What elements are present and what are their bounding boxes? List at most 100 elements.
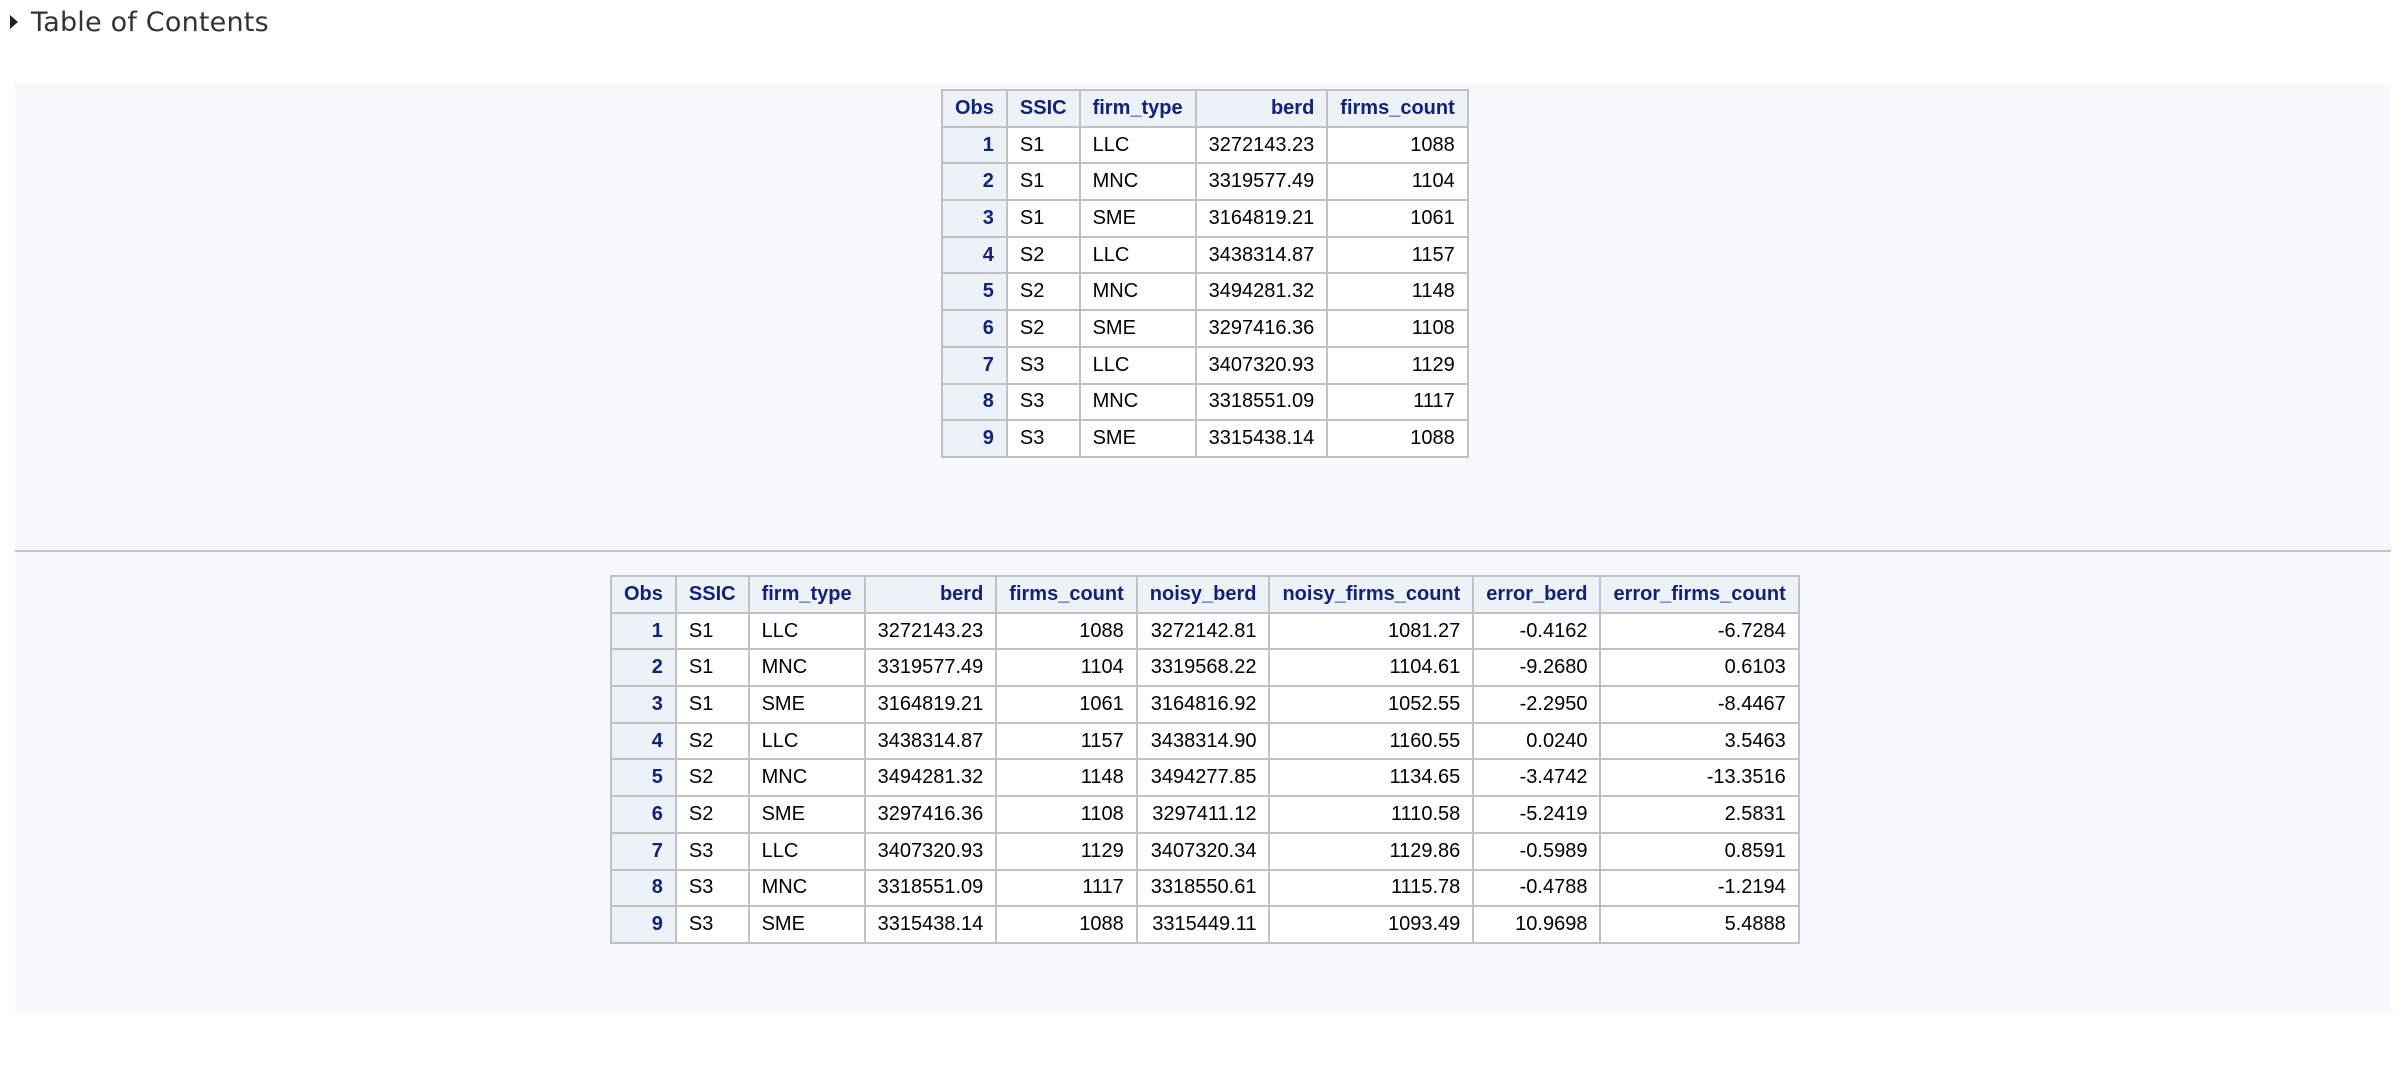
cell-firm-type: SME: [747, 795, 866, 834]
table-row: 8 S3 MNC 3318551.09 1117 3318550.61 1115.78 -0.…: [610, 868, 1800, 908]
cell-ssic: S2: [674, 721, 750, 761]
cell-firm-type: SME: [747, 905, 866, 944]
cell-noisy-berd: 3438314.90: [1135, 721, 1271, 761]
cell-firm-type: MNC: [1078, 162, 1197, 202]
row-header-obs: 4: [941, 235, 1008, 275]
cell-firm-type: LLC: [747, 831, 866, 871]
column-header-obs: Obs: [941, 89, 1008, 128]
table-row: 1 S1 LLC 3272143.23 1088: [941, 125, 1469, 165]
column-header-firms-count: firms_count: [995, 575, 1138, 614]
row-header-obs: 8: [610, 868, 677, 908]
cell-firms-count: 1129: [995, 831, 1138, 871]
row-header-obs: 6: [610, 795, 677, 834]
cell-ssic: S1: [674, 685, 750, 724]
cell-firms-count: 1088: [1326, 419, 1469, 458]
cell-berd: 3297416.36: [863, 795, 998, 834]
cell-ssic: S1: [1005, 199, 1081, 238]
row-header-obs: 7: [941, 345, 1008, 385]
cell-error-berd: -0.5989: [1472, 831, 1602, 871]
cell-berd: 3438314.87: [863, 721, 998, 761]
table-row: 5 S2 MNC 3494281.32 1148 3494277.85 1134.65 -3.…: [610, 758, 1800, 798]
cell-noisy-firms-count: 1134.65: [1268, 758, 1475, 798]
column-header-ssic: SSIC: [1005, 89, 1081, 128]
cell-firms-count: 1061: [995, 685, 1138, 724]
cell-firm-type: LLC: [1078, 235, 1197, 275]
cell-berd: 3319577.49: [1194, 162, 1329, 202]
cell-firms-count: 1104: [1326, 162, 1469, 202]
cell-firm-type: SME: [1078, 199, 1197, 238]
cell-ssic: S3: [674, 831, 750, 871]
cell-error-firms-count: -6.7284: [1599, 611, 1800, 651]
cell-berd: 3164819.21: [863, 685, 998, 724]
row-header-obs: 3: [941, 199, 1008, 238]
table-header-row: Obs SSIC firm_type berd firms_count: [941, 89, 1469, 128]
row-header-obs: 9: [610, 905, 677, 944]
cell-error-berd: -2.2950: [1472, 685, 1602, 724]
cell-firms-count: 1108: [995, 795, 1138, 834]
cell-noisy-firms-count: 1160.55: [1268, 721, 1475, 761]
column-header-ssic: SSIC: [674, 575, 750, 614]
cell-firms-count: 1148: [995, 758, 1138, 798]
table-row: 2 S1 MNC 3319577.49 1104: [941, 162, 1469, 202]
cell-error-firms-count: 3.5463: [1599, 721, 1800, 761]
cell-noisy-berd: 3319568.22: [1135, 648, 1271, 688]
cell-berd: 3315438.14: [1194, 419, 1329, 458]
column-header-noisy-firms-count: noisy_firms_count: [1268, 575, 1475, 614]
cell-error-berd: -0.4788: [1472, 868, 1602, 908]
column-header-firms-count: firms_count: [1326, 89, 1469, 128]
cell-firms-count: 1088: [995, 611, 1138, 651]
row-header-obs: 6: [941, 309, 1008, 348]
cell-noisy-berd: 3318550.61: [1135, 868, 1271, 908]
row-header-obs: 7: [610, 831, 677, 871]
cell-error-firms-count: 5.4888: [1599, 905, 1800, 944]
table-row: 7 S3 LLC 3407320.93 1129: [941, 345, 1469, 385]
table-header-row: Obs SSIC firm_type berd firms_count nois…: [610, 575, 1800, 614]
cell-error-firms-count: 0.6103: [1599, 648, 1800, 688]
cell-noisy-firms-count: 1052.55: [1268, 685, 1475, 724]
column-header-error-firms-count: error_firms_count: [1599, 575, 1800, 614]
cell-error-berd: -5.2419: [1472, 795, 1602, 834]
cell-berd: 3315438.14: [863, 905, 998, 944]
cell-berd: 3272143.23: [863, 611, 998, 651]
toc-label: Table of Contents: [31, 6, 269, 38]
cell-berd: 3438314.87: [1194, 235, 1329, 275]
table-row: 4 S2 LLC 3438314.87 1157 3438314.90 1160.55 0.0…: [610, 721, 1800, 761]
cell-ssic: S2: [1005, 272, 1081, 312]
column-header-noisy-berd: noisy_berd: [1135, 575, 1271, 614]
cell-noisy-berd: 3407320.34: [1135, 831, 1271, 871]
cell-noisy-berd: 3315449.11: [1135, 905, 1271, 944]
cell-berd: 3297416.36: [1194, 309, 1329, 348]
table-row: 4 S2 LLC 3438314.87 1157: [941, 235, 1469, 275]
cell-error-berd: 10.9698: [1472, 905, 1602, 944]
column-header-firm-type: firm_type: [747, 575, 866, 614]
cell-firms-count: 1157: [995, 721, 1138, 761]
cell-firm-type: LLC: [747, 721, 866, 761]
cell-ssic: S1: [674, 648, 750, 688]
row-header-obs: 2: [941, 162, 1008, 202]
table-row: 2 S1 MNC 3319577.49 1104 3319568.22 1104.61 -9.…: [610, 648, 1800, 688]
row-header-obs: 1: [610, 611, 677, 651]
cell-firm-type: SME: [1078, 419, 1197, 458]
cell-firm-type: MNC: [1078, 382, 1197, 422]
cell-firm-type: LLC: [1078, 345, 1197, 385]
cell-firms-count: 1148: [1326, 272, 1469, 312]
cell-noisy-berd: 3494277.85: [1135, 758, 1271, 798]
row-header-obs: 4: [610, 721, 677, 761]
row-header-obs: 3: [610, 685, 677, 724]
cell-berd: 3319577.49: [863, 648, 998, 688]
table-row: 3 S1 SME 3164819.21 1061: [941, 199, 1469, 238]
table-row: 3 S1 SME 3164819.21 1061 3164816.92 1052.55 -2.…: [610, 685, 1800, 724]
cell-firm-type: MNC: [1078, 272, 1197, 312]
cell-ssic: S2: [674, 795, 750, 834]
cell-firm-type: MNC: [747, 868, 866, 908]
table-of-contents-toggle[interactable]: Table of Contents: [10, 4, 269, 40]
cell-ssic: S3: [1005, 345, 1081, 385]
cell-firms-count: 1129: [1326, 345, 1469, 385]
cell-ssic: S3: [674, 905, 750, 944]
cell-berd: 3318551.09: [1194, 382, 1329, 422]
table-row: 9 S3 SME 3315438.14 1088: [941, 419, 1469, 458]
cell-firms-count: 1061: [1326, 199, 1469, 238]
cell-error-firms-count: -8.4467: [1599, 685, 1800, 724]
cell-firm-type: SME: [1078, 309, 1197, 348]
row-header-obs: 2: [610, 648, 677, 688]
